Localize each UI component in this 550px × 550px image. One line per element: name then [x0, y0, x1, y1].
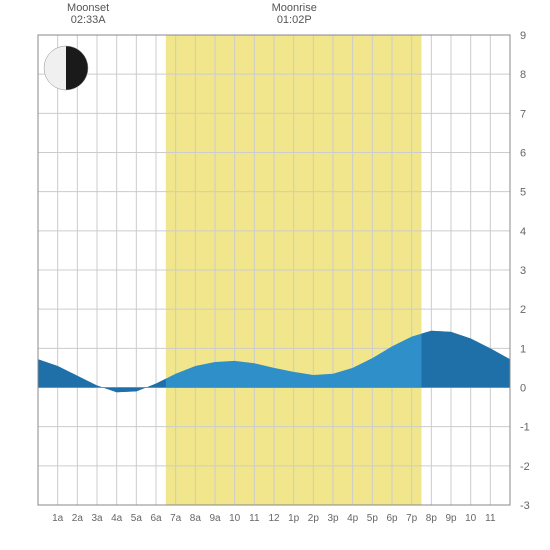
svg-text:10: 10: [229, 513, 241, 524]
svg-text:2p: 2p: [308, 513, 320, 524]
svg-text:0: 0: [520, 383, 526, 395]
svg-text:-1: -1: [520, 422, 530, 434]
svg-text:5a: 5a: [131, 513, 143, 524]
svg-text:6p: 6p: [386, 513, 398, 524]
svg-text:7: 7: [520, 108, 526, 120]
svg-text:11: 11: [485, 513, 496, 524]
moonrise-title: Moonrise: [264, 2, 324, 14]
svg-text:1p: 1p: [288, 513, 300, 524]
svg-text:7a: 7a: [170, 513, 182, 524]
svg-text:8: 8: [520, 69, 526, 81]
svg-text:-2: -2: [520, 461, 530, 473]
svg-text:4: 4: [520, 226, 526, 238]
svg-text:6: 6: [520, 148, 526, 160]
svg-text:1a: 1a: [52, 513, 64, 524]
moon-phase-icon: [42, 44, 90, 92]
svg-text:1: 1: [520, 343, 526, 355]
svg-text:9p: 9p: [445, 513, 457, 524]
svg-text:9: 9: [520, 30, 526, 42]
svg-text:4a: 4a: [111, 513, 123, 524]
svg-text:5: 5: [520, 187, 526, 199]
moonrise-label: Moonrise 01:02P: [264, 2, 324, 26]
svg-text:2a: 2a: [72, 513, 84, 524]
moonrise-time: 01:02P: [264, 14, 324, 26]
svg-text:3p: 3p: [327, 513, 339, 524]
svg-text:-3: -3: [520, 500, 530, 512]
svg-text:8a: 8a: [190, 513, 202, 524]
svg-text:6a: 6a: [150, 513, 162, 524]
svg-text:2: 2: [520, 304, 526, 316]
moonset-title: Moonset: [58, 2, 118, 14]
svg-text:10: 10: [465, 513, 477, 524]
moonset-time: 02:33A: [58, 14, 118, 26]
svg-text:7p: 7p: [406, 513, 418, 524]
moonset-label: Moonset 02:33A: [58, 2, 118, 26]
svg-text:9a: 9a: [209, 513, 221, 524]
svg-text:3a: 3a: [91, 513, 103, 524]
tide-chart: 1a2a3a4a5a6a7a8a9a1011121p2p3p4p5p6p7p8p…: [0, 0, 550, 550]
svg-text:5p: 5p: [367, 513, 379, 524]
svg-text:11: 11: [249, 513, 260, 524]
svg-text:8p: 8p: [426, 513, 438, 524]
svg-text:3: 3: [520, 265, 526, 277]
svg-text:12: 12: [268, 513, 280, 524]
svg-text:4p: 4p: [347, 513, 359, 524]
